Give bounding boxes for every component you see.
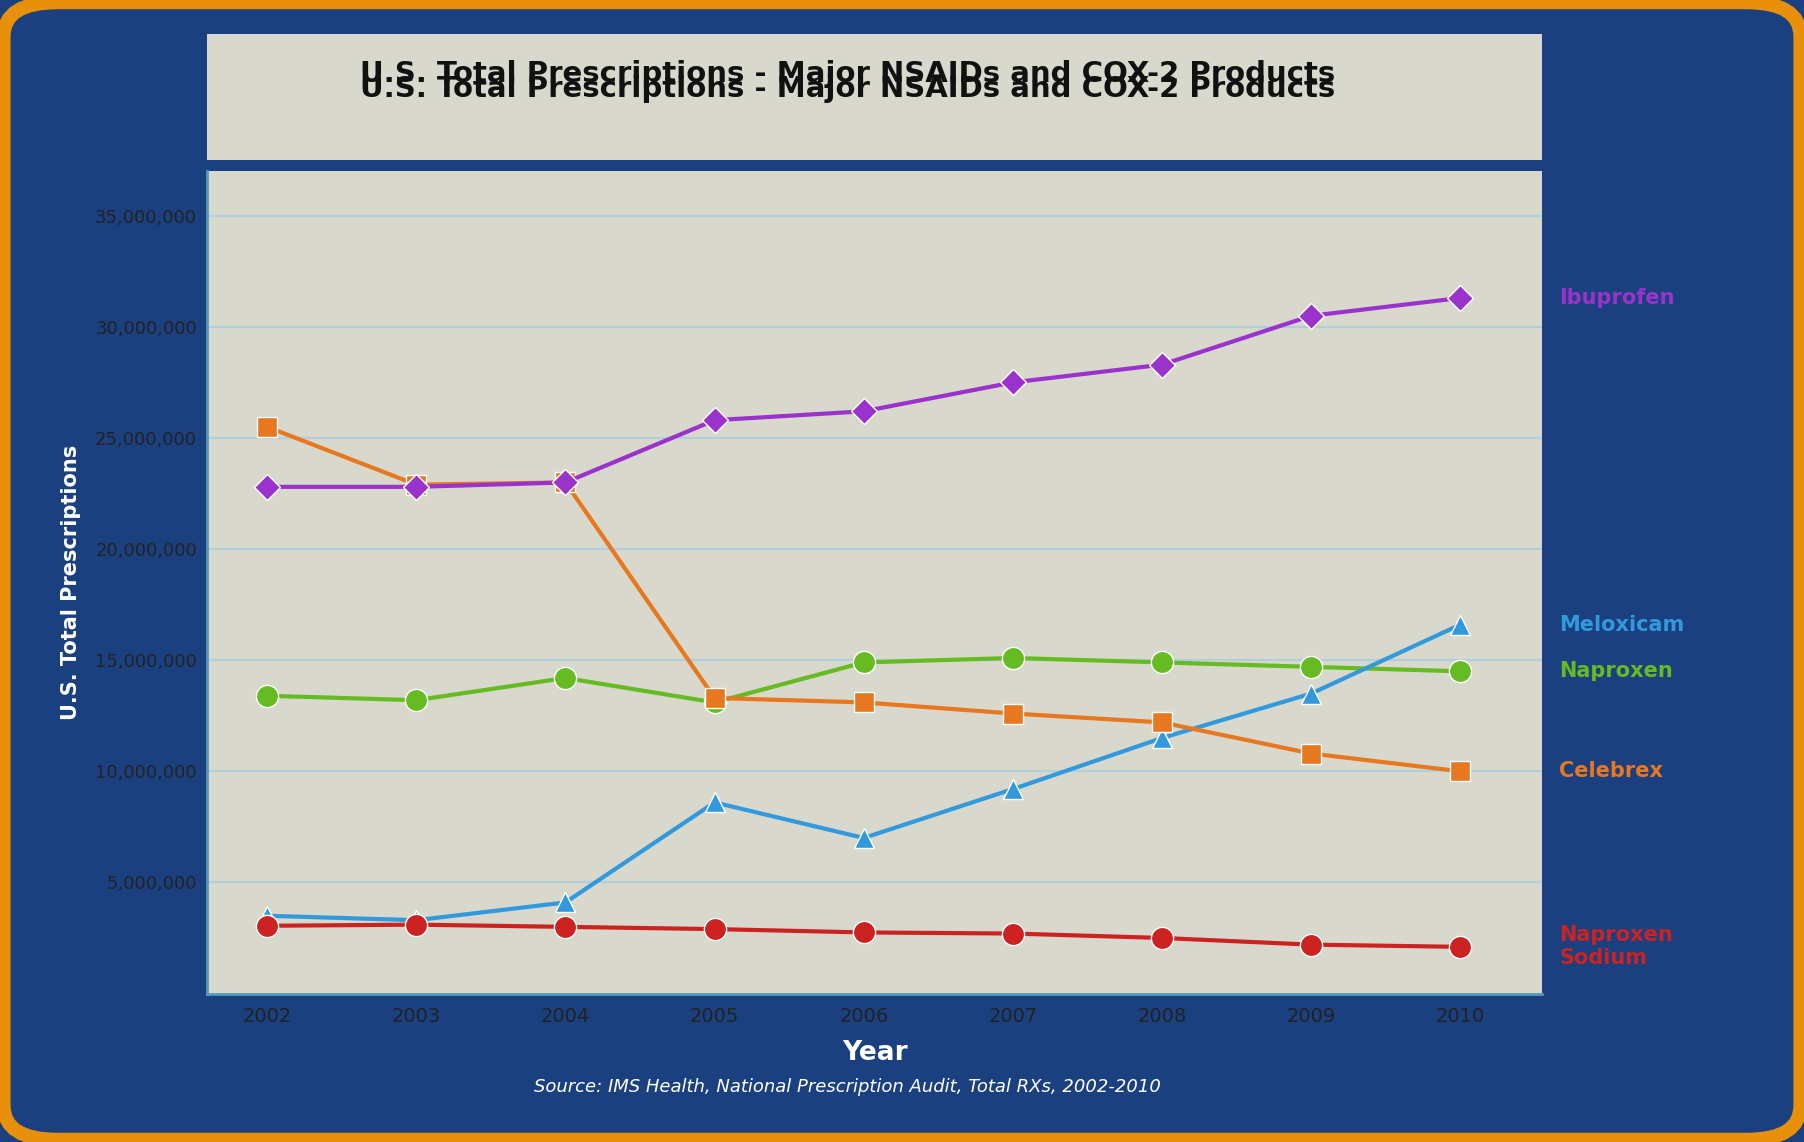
Text: Naproxen: Naproxen	[1559, 661, 1672, 682]
Y-axis label: U.S. Total Prescriptions: U.S. Total Prescriptions	[61, 444, 81, 721]
Text: Naproxen
Sodium: Naproxen Sodium	[1559, 925, 1672, 968]
X-axis label: Year: Year	[842, 1039, 907, 1065]
Text: Meloxicam: Meloxicam	[1559, 614, 1685, 635]
Text: U.S. Total Prescriptions - Major NSAIDs and COX-2 Products: U.S. Total Prescriptions - Major NSAIDs …	[361, 61, 1335, 88]
Text: Ibuprofen: Ibuprofen	[1559, 288, 1674, 308]
Text: Celebrex: Celebrex	[1559, 762, 1663, 781]
Text: U.S. Total Prescriptions - Major NSAIDs and COX-2 Products: U.S. Total Prescriptions - Major NSAIDs …	[361, 75, 1335, 103]
Text: Source: IMS Health, National Prescription Audit, Total RXs, 2002-2010: Source: IMS Health, National Prescriptio…	[534, 1078, 1162, 1096]
